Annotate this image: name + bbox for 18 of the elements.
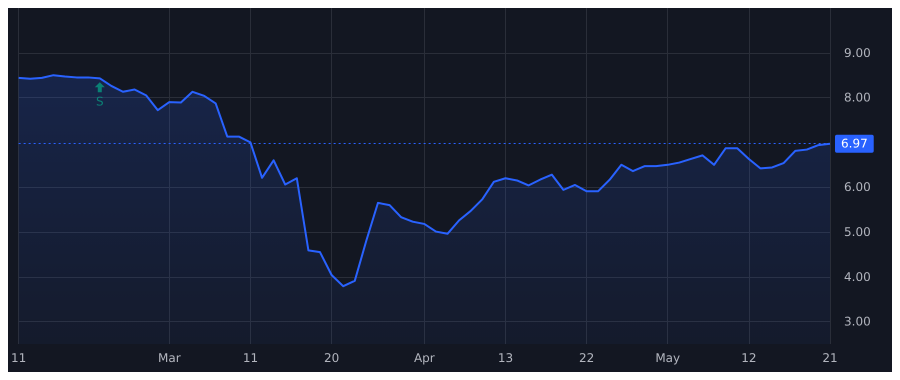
x-tick-label: 21 — [822, 351, 838, 365]
x-tick-label: Mar — [158, 351, 181, 365]
y-tick-label: 8.00 — [844, 90, 871, 105]
x-tick-label: Apr — [414, 351, 435, 365]
series-label: S — [96, 94, 104, 108]
y-tick-label: 9.00 — [844, 46, 871, 60]
x-tick-label: May — [655, 351, 680, 365]
x-tick-label: 22 — [578, 351, 594, 365]
y-tick-label: 5.00 — [844, 225, 871, 239]
x-tick-label: 11 — [10, 351, 26, 365]
x-tick-label: 20 — [324, 351, 340, 365]
x-tick-label: 11 — [242, 351, 258, 365]
y-tick-label: 6.00 — [844, 180, 871, 194]
ref-line-label: 6.97 — [841, 136, 868, 151]
y-tick-label: 3.00 — [844, 314, 871, 329]
y-tick-label: 4.00 — [844, 270, 871, 284]
x-tick-label: 12 — [741, 351, 757, 365]
x-tick-label: 13 — [498, 351, 514, 365]
